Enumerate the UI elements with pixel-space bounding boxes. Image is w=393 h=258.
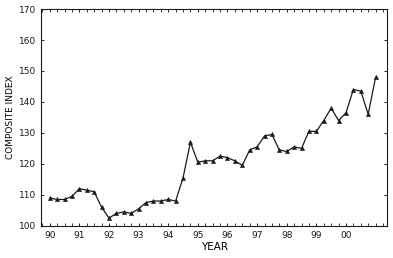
- Y-axis label: COMPOSITE INDEX: COMPOSITE INDEX: [6, 76, 15, 159]
- X-axis label: YEAR: YEAR: [201, 243, 228, 252]
